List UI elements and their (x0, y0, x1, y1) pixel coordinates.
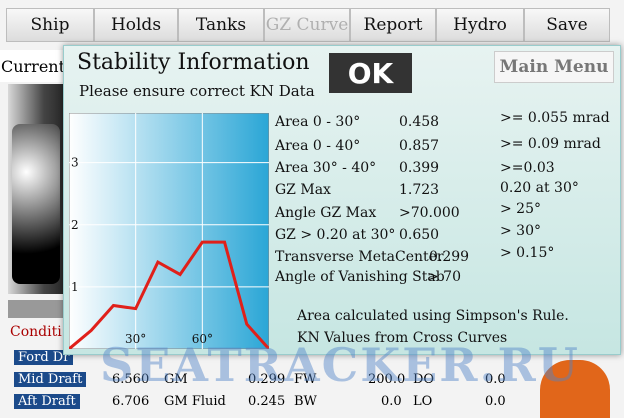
stat-label: Angle of Vanishing Stab (275, 269, 445, 285)
tank2-label: DO (413, 372, 435, 387)
draft-value: 6.706 (112, 394, 150, 409)
tank2-value: 0.0 (485, 372, 506, 387)
tab-save[interactable]: Save (524, 8, 610, 42)
gm-value: 0.245 (248, 394, 286, 409)
gz-curve-line (69, 240, 269, 349)
stat-criterion: 0.20 at 30° (500, 180, 579, 196)
tab-hydro[interactable]: Hydro (436, 8, 524, 42)
table-row: Aft Draft 6.706 GM Fluid 0.245 BW 0.0 LO… (8, 392, 624, 414)
orange-shape (540, 360, 610, 418)
top-tab-bar: Ship Holds Tanks GZ Curve Report Hydro S… (6, 8, 618, 42)
tab-gz-curve[interactable]: GZ Curve (264, 8, 350, 42)
tab-ship[interactable]: Ship (6, 8, 94, 42)
table-row: Ford Dr (8, 348, 624, 370)
gm-value: 0.299 (248, 372, 286, 387)
watermark: SEATRACKER.RU (100, 338, 580, 392)
ship-silhouette (12, 124, 60, 284)
draft-table: Ford Dr Mid Draft 6.560 GM 0.299 FW 200.… (8, 346, 624, 418)
stat-criterion: >=0.03 (500, 160, 555, 176)
draft-label: Aft Draft (14, 394, 80, 409)
stat-criterion: >= 0.09 mrad (500, 136, 601, 152)
condition-label: Conditi (10, 324, 62, 340)
gm-label: GM (164, 372, 188, 387)
note-simpson: Area calculated using Simpson's Rule. (297, 308, 569, 324)
main-menu-button[interactable]: Main Menu (494, 51, 614, 83)
stat-label: GZ Max (275, 182, 331, 198)
tank-label: FW (294, 372, 317, 387)
tab-report[interactable]: Report (350, 8, 436, 42)
dialog-title: Stability Information (77, 50, 310, 75)
stat-label: Area 30° - 40° (275, 160, 377, 176)
gm-label: GM Fluid (164, 394, 226, 409)
stat-value: 0.399 (399, 160, 440, 176)
stat-label: Transverse MetaCenter (275, 249, 444, 265)
chart-plot-area (69, 113, 269, 349)
y-tick-label: 3 (71, 156, 79, 170)
tank-value: 200.0 (368, 372, 406, 387)
tank2-value: 0.0 (485, 394, 506, 409)
dialog-subtitle: Please ensure correct KN Data (79, 82, 315, 100)
gz-curve-chart: 1 2 3 30° 60° (69, 113, 269, 349)
ship-image (8, 84, 68, 294)
table-row: Mid Draft 6.560 GM 0.299 FW 200.0 DO 0.0 (8, 370, 624, 392)
tank-label: BW (294, 394, 317, 409)
stat-criterion: > 25° (500, 201, 541, 217)
stat-value: > 70 (427, 269, 461, 285)
tab-holds[interactable]: Holds (94, 8, 178, 42)
note-kn-values: KN Values from Cross Curves (297, 330, 508, 346)
current-label: Current (0, 50, 66, 82)
x-tick-label: 60° (192, 332, 213, 346)
stat-label: GZ > 0.20 at 30° (275, 227, 396, 243)
y-tick-label: 1 (71, 280, 79, 294)
tab-tanks[interactable]: Tanks (178, 8, 264, 42)
stat-criterion: > 30° (500, 223, 541, 239)
stat-value: 0.857 (399, 138, 440, 154)
stat-criterion: >= 0.055 mrad (500, 110, 610, 126)
y-tick-label: 2 (71, 218, 79, 232)
stat-label: Area 0 - 40° (275, 138, 361, 154)
stability-dialog: Stability Information Please ensure corr… (63, 45, 621, 355)
tank2-label: LO (413, 394, 433, 409)
stat-value: >70.000 (399, 205, 460, 221)
draft-label: Mid Draft (14, 372, 87, 387)
stat-label: Angle GZ Max (275, 205, 377, 221)
scroll-bar[interactable] (8, 300, 68, 318)
draft-label: Ford Dr (14, 350, 74, 365)
stat-value: 0.458 (399, 114, 440, 130)
stat-label: Area 0 - 30° (275, 114, 361, 130)
ok-button[interactable]: OK (329, 53, 412, 93)
x-tick-label: 30° (125, 332, 146, 346)
tank-value: 0.0 (381, 394, 402, 409)
stat-value: 0.650 (399, 227, 440, 243)
draft-value: 6.560 (112, 372, 150, 387)
stat-value: 1.723 (399, 182, 440, 198)
stat-value: 0.299 (429, 249, 470, 265)
stat-criterion: > 0.15° (500, 245, 555, 261)
